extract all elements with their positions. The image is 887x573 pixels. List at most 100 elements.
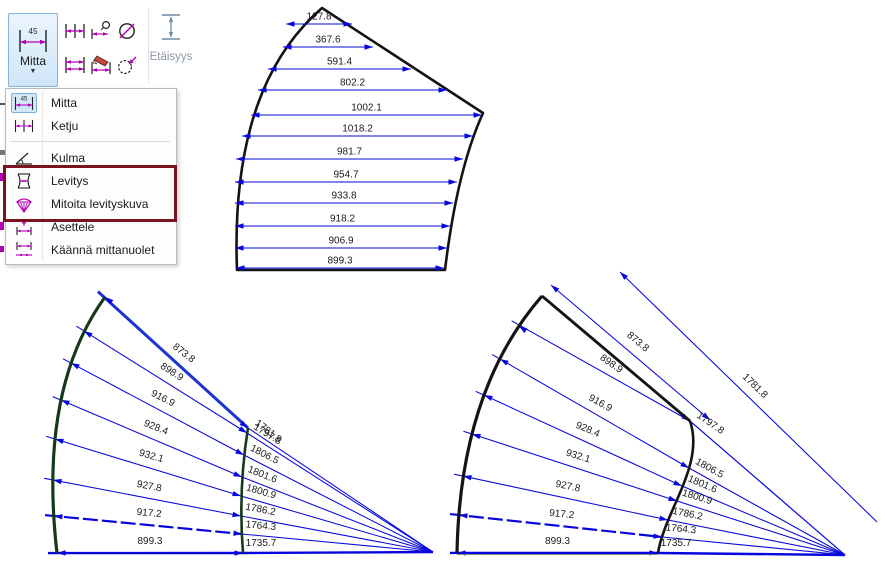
flat-pattern-top-drawing[interactable]: 127.8 367.6 591.4 802.2 1002.1 1018.2 981.7 954…: [225, 0, 515, 290]
circle-dimension-icon: [117, 56, 137, 75]
dimension-label: 1797.8: [694, 410, 726, 437]
radial-dimension-line: [240, 515, 434, 553]
mitta-button[interactable]: 45 Mitta ▼: [8, 13, 58, 87]
chain-dimension-icon: [65, 24, 85, 38]
dimension-arrowhead: [234, 550, 243, 556]
dimension-label: 954.7: [333, 170, 358, 181]
dimension-label: 906.9: [328, 236, 353, 247]
fan-pattern-right-drawing[interactable]: 898.91797.8916.91806.5928.41801.6932.118…: [450, 270, 887, 573]
menu-item-ketju-label: Ketju: [51, 118, 79, 133]
dimension-label: 899.3: [545, 536, 570, 547]
dimension-label: 1786.2: [244, 502, 277, 519]
menu-45-value: 45: [21, 96, 28, 102]
dimension-arrowhead: [239, 420, 248, 428]
dimension-arrowhead: [441, 223, 450, 229]
pattern-outer-arc: [51, 296, 107, 554]
circle-dimension-button[interactable]: [114, 50, 140, 80]
dimension-label: 1735.7: [246, 538, 277, 549]
dimension-label: 917.2: [136, 507, 162, 520]
angle-menu-icon: [6, 149, 42, 167]
dimension-arrowhead: [500, 359, 509, 366]
dimension-label: 802.2: [340, 78, 365, 89]
dimension-unfold-menu-icon: [6, 194, 42, 214]
dimension-arrowhead: [659, 515, 668, 521]
diameter-button[interactable]: [114, 16, 140, 46]
dimension-label: 367.6: [315, 35, 340, 46]
radial-dimension-line: [52, 396, 243, 478]
radial-dimension-line: [463, 430, 678, 502]
radial-dimension-line: [44, 477, 242, 517]
dimension-arrowhead: [105, 297, 114, 305]
edit-dimension-icon: [91, 55, 111, 74]
double-dimension-button[interactable]: [62, 50, 88, 80]
dimension-arrowhead: [435, 265, 444, 271]
radial-dimension-line: [667, 519, 846, 556]
dimension-arrowhead: [236, 156, 245, 162]
menu-item-kaanna-mittanuolet[interactable]: Käännä mittanuolet: [6, 238, 176, 261]
menu-item-kulma[interactable]: Kulma: [6, 146, 176, 169]
dimension-label: 918.2: [330, 214, 355, 225]
dimension-arrowhead: [454, 156, 463, 162]
dimension-arrowhead: [519, 326, 528, 334]
radial-dimension-line: [657, 551, 846, 557]
dimension-arrowhead: [61, 400, 70, 406]
dimension-arrowhead: [459, 513, 468, 519]
flip-dimension-arrows-menu-icon: [6, 240, 42, 260]
dimension-arrowhead: [551, 285, 560, 293]
etaisyys-button-label: Etäisyys: [149, 51, 193, 63]
external-dimension-line: [619, 271, 878, 523]
mitta-dropdown-menu: 45 Mitta Ketju: [5, 88, 177, 265]
menu-item-mitta-label: Mitta: [51, 95, 78, 110]
dimension-arrowhead: [653, 533, 662, 539]
dimension-arrowhead: [448, 179, 457, 185]
menu-item-mitta[interactable]: 45 Mitta: [6, 91, 176, 114]
dimension-arrowhead: [232, 490, 241, 497]
dimension-arrowhead: [484, 395, 493, 401]
dimension-arrowhead: [364, 44, 373, 50]
dimension-arrowhead: [54, 514, 63, 520]
dimension-arrowhead: [242, 133, 251, 139]
menu-item-asettele-label: Asettele: [51, 219, 95, 234]
radial-dimension-line: [661, 536, 846, 556]
pattern-inner-arc: [656, 420, 695, 554]
radial-dimension-line: [76, 325, 248, 434]
radial-dimension-line: [511, 320, 691, 422]
dimension-with-circle-button[interactable]: [88, 16, 114, 46]
fan-pattern-left-drawing[interactable]: 873.81781.8898.91797.8916.91806.5928.418…: [8, 288, 440, 573]
dimension-arrowhead: [236, 265, 245, 271]
dimension-label: 127.8: [306, 12, 331, 23]
dimension-arrowhead: [235, 245, 244, 251]
edit-dimension-button[interactable]: [88, 50, 114, 80]
dimension-arrowhead: [680, 461, 689, 468]
radial-dimension-line: [44, 514, 243, 536]
pattern-inner-arc: [240, 427, 250, 554]
dimension-label: 591.4: [327, 57, 352, 68]
double-dimension-icon: [65, 57, 85, 73]
dimension-arrowhead: [235, 200, 244, 206]
dimension-arrowhead: [57, 550, 66, 556]
menu-item-mitoita-levityskuva[interactable]: Mitoita levityskuva: [6, 192, 176, 215]
etaisyys-button[interactable]: Etäisyys: [149, 12, 193, 86]
menu-item-ketju[interactable]: Ketju: [6, 114, 176, 137]
radial-dimension-line: [241, 476, 434, 553]
dimension-arrowhead: [444, 200, 453, 206]
dimension-arrowhead: [258, 87, 267, 93]
selected-icon-box: 45: [11, 92, 37, 113]
dimension-arrowhead: [238, 426, 247, 433]
dimension-arrowhead: [286, 21, 295, 27]
chain-dimension-button[interactable]: [62, 16, 88, 46]
dimension-label: 927.8: [136, 479, 163, 495]
dimension-arrowhead: [53, 478, 62, 485]
radial-dimension-line: [62, 358, 245, 456]
menu-item-mitoita-levityskuva-label: Mitoita levityskuva: [51, 196, 149, 211]
dimension-arrowhead: [232, 511, 241, 518]
menu-item-levitys[interactable]: Levitys: [6, 169, 176, 192]
menu-item-asettele[interactable]: Asettele: [6, 215, 176, 238]
dimension-label: 1764.3: [245, 519, 277, 533]
radial-dimension-line: [676, 500, 846, 556]
pattern-outer-arc: [455, 294, 544, 554]
dimension-arrowhead: [235, 448, 244, 455]
dimension-arrowhead: [438, 245, 447, 251]
dimension-arrowhead: [668, 495, 677, 501]
dimension-arrowhead: [233, 530, 242, 536]
